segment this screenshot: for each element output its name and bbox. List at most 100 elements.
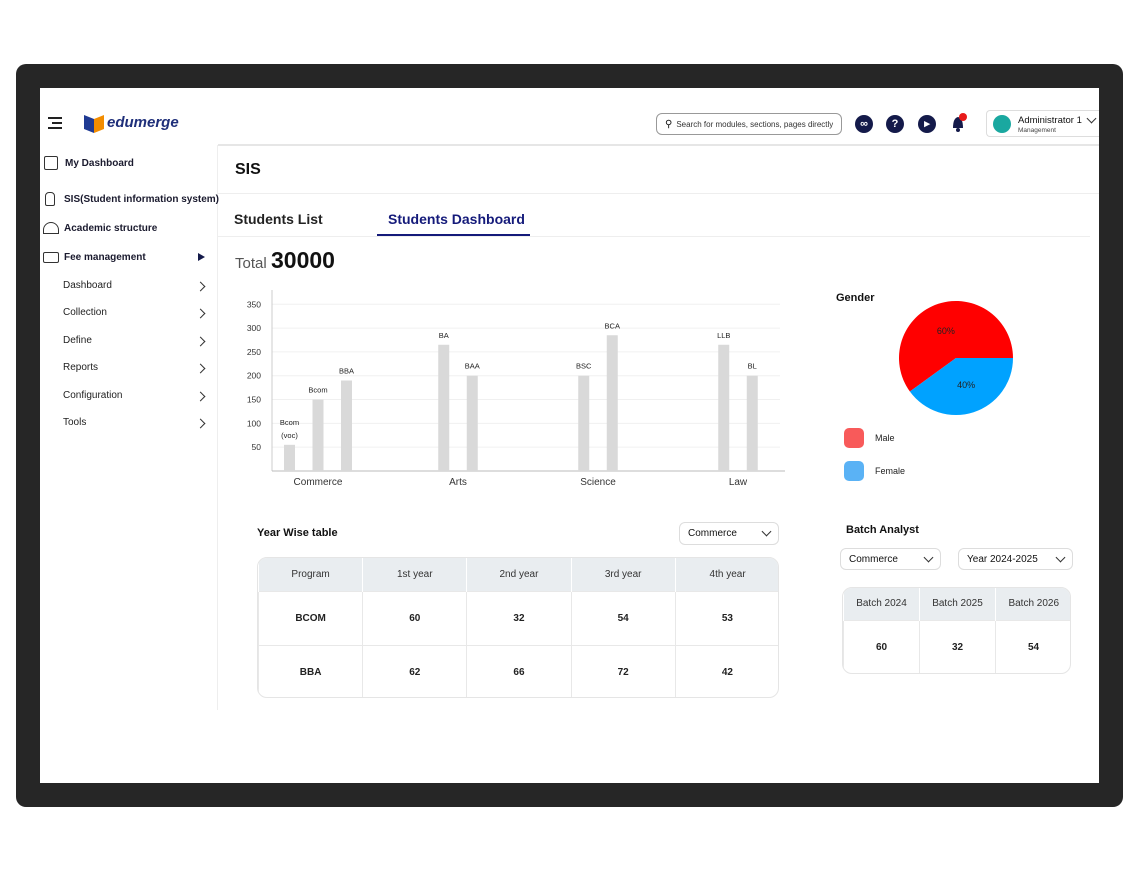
bar [606, 335, 618, 471]
table-row: 60 32 54 [843, 619, 1070, 673]
tab-divider [218, 236, 1090, 237]
table-row: BBA 62 66 72 42 [258, 644, 778, 697]
bar [341, 380, 352, 471]
table-row: BCOM 60 32 54 53 [258, 590, 778, 646]
y-tick-label: 350 [247, 299, 261, 309]
batch-title: Batch Analyst [846, 524, 919, 536]
table: Program 1st year 2nd year 3rd year 4th year B… [258, 558, 778, 697]
y-tick-label: 50 [252, 442, 262, 452]
bar [312, 399, 324, 471]
sidebar [40, 145, 218, 710]
header-divider [218, 144, 1099, 146]
table-cell: BBA [258, 644, 364, 697]
x-group-label: Science [580, 477, 616, 488]
bar-label: BAA [465, 362, 480, 371]
header-cell: Batch 2024 [843, 588, 920, 620]
table-cell: 60 [843, 619, 920, 673]
y-tick-label: 200 [247, 371, 261, 381]
table-cell: 54 [995, 619, 1070, 673]
legend-swatch [844, 428, 864, 448]
pie-slice [909, 358, 1013, 415]
fee-icon [43, 252, 59, 263]
year-table: Program 1st year 2nd year 3rd year 4th year B… [257, 557, 779, 698]
pie-label: 60% [937, 326, 955, 336]
submenu-label: Define [63, 334, 92, 346]
filter-text: Year 2024-2025 [967, 553, 1038, 565]
bar-label: Bcom [308, 386, 327, 395]
table-cell: 53 [674, 590, 778, 646]
user-avatar [993, 115, 1011, 133]
sidebar-item[interactable]: SIS(Student information system) [64, 194, 220, 205]
submenu-label: Reports [63, 362, 99, 374]
total-value: 30000 [271, 247, 335, 273]
y-tick-label: 100 [247, 418, 261, 428]
submenu-item[interactable]: Dashboard [63, 280, 208, 296]
link-icon[interactable]: ∞ [855, 115, 873, 133]
y-tick-label: 150 [247, 395, 261, 405]
header-cell: Program [258, 558, 363, 591]
caret [923, 552, 934, 562]
submenu-item[interactable]: Reports [63, 362, 208, 378]
expand-arrow [198, 253, 205, 261]
tab-active[interactable]: Students Dashboard [388, 211, 525, 227]
user-name: Administrator 1 [1018, 115, 1082, 126]
batch-filter[interactable]: Year 2024-2025 [958, 548, 1073, 570]
user-menu[interactable]: Administrator 1 Management [986, 110, 1099, 137]
filter-text: Commerce [688, 528, 737, 539]
bar-label: BBA [339, 367, 354, 376]
year-filter[interactable]: Commerce [679, 522, 779, 545]
search-box[interactable]: ⚲ Search for modules, sections, pages dir… [656, 113, 842, 135]
submenu-label: Collection [63, 307, 107, 319]
title-divider [218, 193, 1099, 194]
table-cell: 32 [919, 619, 996, 673]
sidebar-item[interactable]: My Dashboard [65, 158, 134, 169]
bar-label: BCA [605, 321, 620, 330]
submenu-item[interactable]: Configuration [63, 390, 208, 406]
header-row: Batch 2024 Batch 2025 Batch 2026 [843, 588, 1070, 620]
pie-label: 40% [957, 380, 975, 390]
legend-label: Female [875, 466, 905, 476]
batch-table: Batch 2024 Batch 2025 Batch 2026 60 32 54 [842, 587, 1071, 674]
tab-underline [377, 234, 530, 236]
table-cell: 54 [570, 590, 676, 646]
bar [438, 344, 450, 471]
bar [578, 375, 590, 471]
table-cell: 60 [362, 590, 468, 646]
bar-label: BL [748, 362, 757, 371]
user-role: Management [1018, 127, 1056, 134]
bar [284, 444, 295, 471]
submenu-label: Configuration [63, 389, 123, 401]
y-tick-label: 250 [247, 347, 261, 357]
pie-slice [899, 301, 1013, 392]
table-cell: 66 [466, 644, 572, 697]
filter-text: Commerce [849, 553, 898, 565]
submenu-item[interactable]: Tools [63, 417, 208, 433]
notification-bell[interactable] [949, 112, 969, 134]
sidebar-item[interactable]: Academic structure [64, 223, 158, 234]
header-cell: 3rd year [570, 558, 676, 591]
announce-icon[interactable]: ▸ [918, 115, 936, 133]
bar [718, 344, 730, 471]
legend-label: Male [875, 433, 895, 443]
y-tick-label: 300 [247, 323, 261, 333]
header-cell: Batch 2025 [919, 588, 996, 620]
brand-name: edumerge [107, 114, 179, 131]
total-label: Total [235, 255, 267, 272]
header-cell: Batch 2026 [995, 588, 1070, 620]
submenu-item[interactable]: Define [63, 335, 208, 351]
tab[interactable]: Students List [234, 211, 323, 227]
submenu-item[interactable]: Collection [63, 307, 208, 323]
batch-filter[interactable]: Commerce [840, 548, 941, 570]
table-cell: 72 [570, 644, 676, 697]
header-row: Program 1st year 2nd year 3rd year 4th year [258, 558, 778, 591]
x-group-label: Arts [449, 477, 467, 488]
menu-toggle[interactable] [48, 117, 62, 129]
sidebar-item[interactable]: Fee management [64, 252, 146, 263]
header-cell: 2nd year [466, 558, 572, 591]
help-icon[interactable]: ? [886, 115, 904, 133]
submenu-label: Dashboard [63, 280, 112, 291]
table: Batch 2024 Batch 2025 Batch 2026 60 32 54 [843, 588, 1070, 673]
x-group-label: Law [729, 477, 748, 488]
dashboard-icon [44, 156, 58, 170]
